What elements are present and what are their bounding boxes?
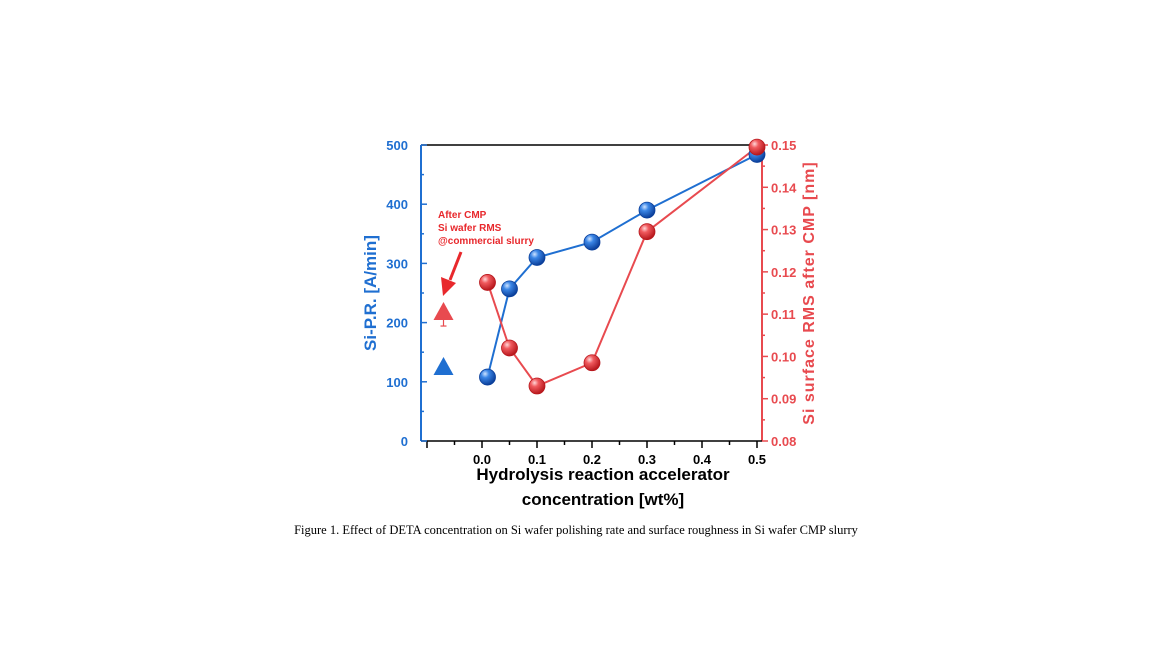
right-tick-label: 0.08 (771, 434, 796, 449)
annotation-arrow-head (441, 277, 456, 296)
rms-point (583, 354, 601, 372)
rms-point (638, 223, 656, 241)
annotation-line1: After CMP (438, 210, 487, 221)
left-tick-label: 200 (386, 316, 408, 331)
rms-point (501, 339, 518, 357)
polish-rate-point (583, 233, 601, 251)
x-tick-label: 0.0 (473, 452, 491, 467)
polish-rate-point (638, 201, 656, 219)
x-axis-ticks: 0.0 0.1 0.2 0.3 0.4 0.5 (426, 441, 766, 467)
right-tick-label: 0.09 (771, 392, 796, 407)
x-tick-label: 0.5 (748, 452, 766, 467)
commercial-rate-triangle (433, 357, 454, 375)
right-y-axis-title: Si surface RMS after CMP [nm] (801, 161, 818, 424)
polish-rate-point (479, 368, 496, 386)
series-lines (486, 146, 758, 388)
reference-annotation: After CMP Si wafer RMS @commercial slurr… (438, 210, 534, 296)
x-axis-title-line2: concentration [wt%] (522, 490, 684, 509)
series-points (479, 138, 766, 395)
right-tick-label: 0.15 (771, 138, 796, 153)
rms-point (748, 138, 766, 156)
annotation-line2: Si wafer RMS (438, 223, 502, 234)
left-tick-label: 500 (386, 138, 408, 153)
right-tick-label: 0.11 (771, 307, 796, 322)
right-tick-label: 0.13 (771, 223, 796, 238)
polish-rate-point (501, 280, 518, 298)
annotation-arrow-shaft (448, 251, 463, 281)
right-y-axis-ticks: 0.08 0.09 0.10 0.11 0.12 0.13 0.14 0.15 (762, 138, 797, 449)
left-tick-label: 0 (401, 434, 408, 449)
left-y-axis-ticks: 0 100 200 300 400 500 (386, 138, 427, 449)
rms-point (479, 274, 496, 291)
x-tick-label: 0.4 (693, 452, 712, 467)
left-tick-label: 400 (386, 197, 408, 212)
rms-point (528, 377, 546, 395)
left-y-axis-title: Si-P.R. [A/min] (361, 235, 380, 351)
left-tick-label: 100 (386, 375, 408, 390)
x-tick-label: 0.2 (583, 452, 601, 467)
polish-rate-line (486, 153, 758, 378)
commercial-rms-triangle (433, 302, 454, 321)
figure-caption: Figure 1. Effect of DETA concentration o… (294, 523, 858, 537)
right-tick-label: 0.14 (771, 180, 797, 195)
x-axis-title-line1: Hydrolysis reaction accelerator (476, 465, 730, 484)
rms-line (486, 146, 758, 388)
reference-markers (433, 302, 454, 375)
right-tick-label: 0.10 (771, 349, 796, 364)
x-tick-label: 0.1 (528, 452, 546, 467)
right-tick-label: 0.12 (771, 265, 796, 280)
annotation-line3: @commercial slurry (438, 236, 534, 247)
polish-rate-point (528, 249, 546, 266)
left-tick-label: 300 (386, 256, 408, 271)
x-tick-label: 0.3 (638, 452, 656, 467)
